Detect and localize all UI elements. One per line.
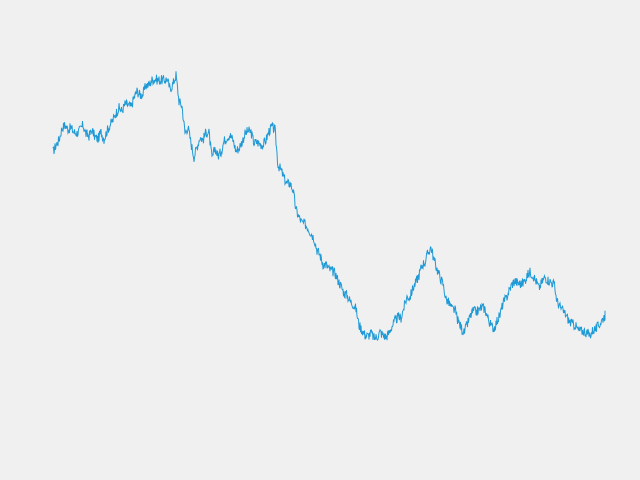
series-layer <box>52 71 606 341</box>
series-line-0 <box>52 71 606 341</box>
